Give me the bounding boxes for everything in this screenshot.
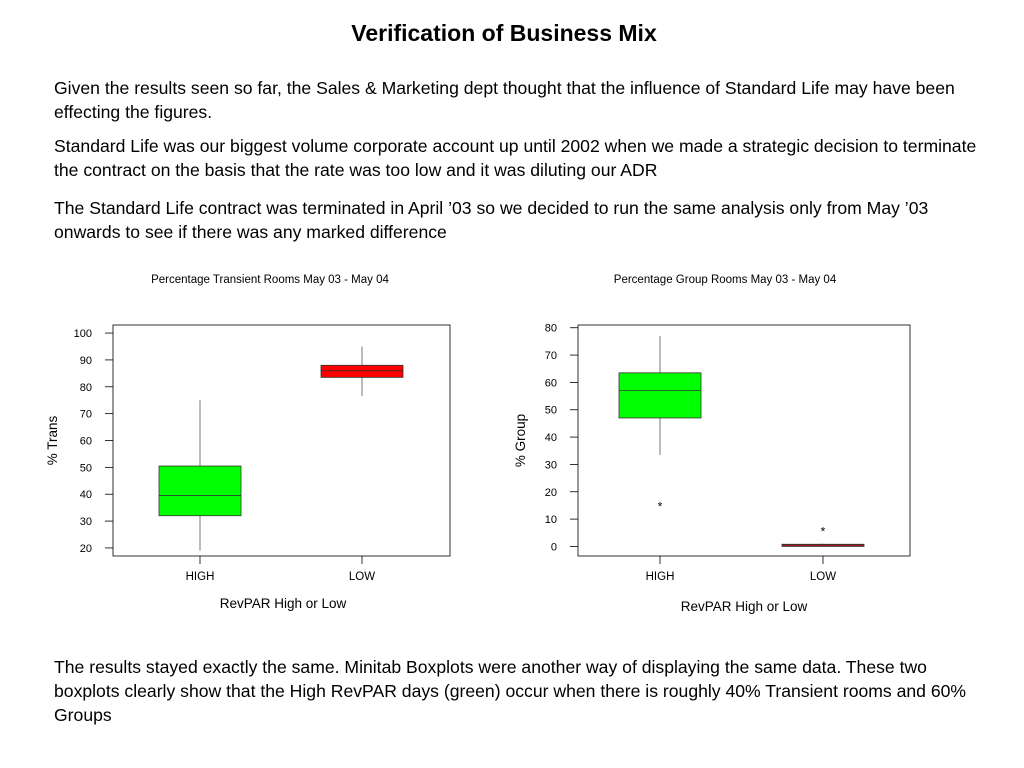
y-tick-label: 40 [545, 432, 557, 444]
y-tick-label: 90 [80, 355, 92, 367]
box-low [320, 364, 404, 378]
y-tick-label: 20 [80, 543, 92, 555]
y-tick-label: 40 [80, 489, 92, 501]
slide-title: Verification of Business Mix [351, 20, 657, 46]
outlier-marker: * [658, 500, 663, 514]
y-tick-label: 50 [80, 462, 92, 474]
x-axis-label: RevPAR High or Low [681, 599, 808, 614]
y-tick-label: 0 [551, 541, 557, 553]
intro-paragraph: Given the results seen so far, the Sales… [54, 78, 955, 122]
y-axis-label: % Group [513, 414, 528, 467]
analysis-paragraph: The Standard Life contract was terminate… [54, 198, 929, 242]
plot-frame [577, 324, 911, 557]
y-tick-label: 60 [545, 377, 557, 389]
y-tick-label: 80 [545, 323, 557, 335]
box-high [618, 372, 702, 419]
y-tick-label: 50 [545, 405, 557, 417]
y-tick-label: 100 [74, 328, 92, 340]
x-axis-label: RevPAR High or Low [220, 596, 347, 611]
outlier-marker: * [821, 524, 826, 538]
chart-title: Percentage Transient Rooms May 03 - May … [151, 274, 389, 286]
x-tick-label: HIGH [186, 571, 215, 583]
y-tick-label: 30 [80, 516, 92, 528]
conclusion-paragraph: The results stayed exactly the same. Min… [54, 657, 967, 725]
y-tick-label: 60 [80, 436, 92, 448]
y-tick-label: 30 [545, 459, 557, 471]
y-tick-label: 70 [80, 409, 92, 421]
y-axis-label: % Trans [45, 415, 60, 465]
x-tick-label: LOW [810, 571, 836, 583]
x-tick-label: LOW [349, 571, 375, 583]
plot-frame [112, 324, 451, 557]
x-tick-label: HIGH [646, 571, 675, 583]
y-tick-label: 70 [545, 350, 557, 362]
group-rooms-boxplot: Percentage Group Rooms May 03 - May 04 0 1… [513, 274, 911, 614]
y-tick-label: 10 [545, 514, 557, 526]
standard-life-paragraph: Standard Life was our biggest volume cor… [54, 136, 977, 180]
chart-title: Percentage Group Rooms May 03 - May 04 [614, 274, 837, 286]
box-high [158, 465, 242, 517]
y-tick-label: 20 [545, 487, 557, 499]
transient-rooms-boxplot: Percentage Transient Rooms May 03 - May … [45, 274, 451, 611]
y-tick-label: 80 [80, 382, 92, 394]
